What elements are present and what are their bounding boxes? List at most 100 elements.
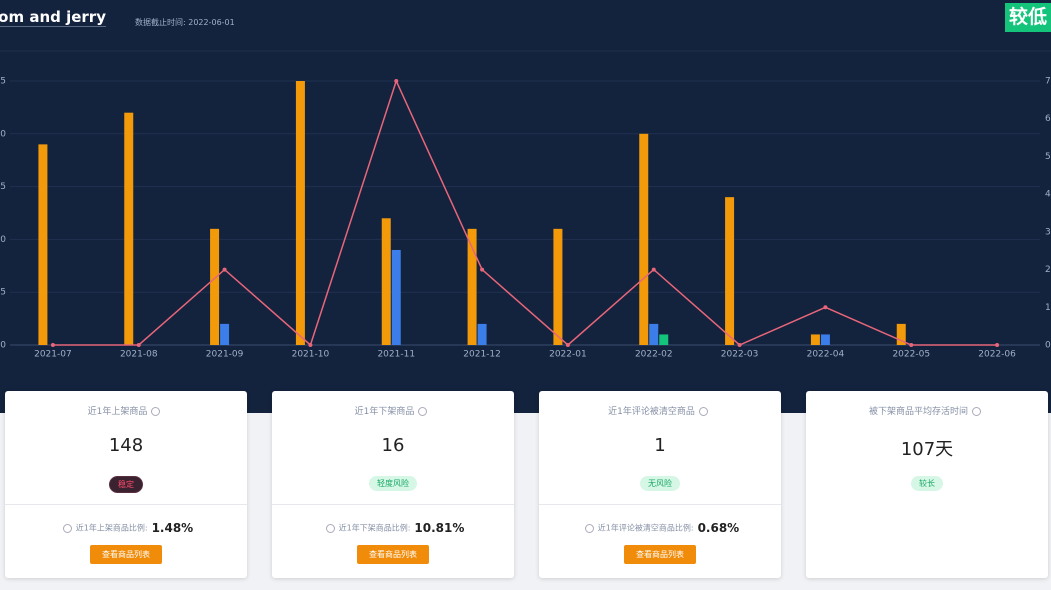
y2-tick-label: 2: [1045, 265, 1051, 275]
y2-tick-label: 4: [1045, 190, 1051, 200]
chart: 0 5 10 15 20 25 0 1 2 3 4 5 6 7 2021-07 2021-08 2021-09 2…: [0, 50, 1051, 360]
bar: [210, 228, 220, 345]
line-point: [50, 343, 55, 347]
x-tick-label: 2021-08: [120, 350, 158, 360]
card-label: 近1年评论被清空商品: [608, 407, 695, 417]
bar: [477, 323, 487, 345]
ratio-row: 近1年下架商品比例: 10.81%: [272, 521, 514, 535]
help-icon: [325, 523, 335, 533]
line-point: [909, 343, 914, 347]
line-point: [823, 305, 828, 310]
card: 近1年评论被清空商品 1 无风险 近1年评论被清空商品比例: 0.68% 查看商品列表: [539, 391, 781, 578]
y2-tick-label: 5: [1045, 152, 1051, 162]
card-label: 近1年上架商品: [87, 407, 148, 417]
bar: [38, 144, 48, 345]
ratio-label: 近1年上架商品比例:: [75, 523, 148, 533]
bar: [725, 197, 735, 345]
y-tick-label: 15: [0, 182, 6, 192]
card-label-row: 近1年下架商品: [272, 404, 514, 417]
divider: [539, 504, 781, 505]
card: 近1年下架商品 16 轻度风险近1年下架商品比例: 10.81% 查看商品列表: [272, 391, 514, 578]
y2-tick-label: 0: [1045, 341, 1051, 351]
x-tick-label: 2022-03: [721, 350, 759, 360]
y2-tick-label: 1: [1045, 303, 1051, 313]
button[interactable]: 查看商品列表: [357, 545, 429, 564]
x-tick-label: 2022-01: [549, 350, 587, 360]
level-badge: 较低: [1005, 3, 1051, 32]
bar: [467, 228, 477, 345]
line-point: [480, 267, 485, 272]
divider: [5, 504, 247, 505]
y2-tick-label: 7: [1045, 77, 1051, 87]
bar: [649, 323, 659, 345]
bar: [553, 228, 563, 345]
ratio-label: 近1年下架商品比例:: [338, 523, 411, 533]
card-value: 1: [654, 435, 666, 456]
bar: [381, 218, 391, 345]
x-tick-label: 2021-09: [206, 350, 244, 360]
ratio-value: 1.48%: [151, 521, 194, 535]
button[interactable]: 查看商品列表: [624, 545, 696, 564]
x-tick-label: 2022-05: [892, 350, 930, 360]
x-tick-label: 2022-04: [807, 350, 845, 360]
y-tick-label: 0: [0, 341, 6, 351]
help-icon: [972, 407, 981, 416]
help-icon: [584, 523, 594, 533]
help-icon: [418, 407, 428, 416]
ratio-label: 近1年评论被清空商品比例:: [597, 523, 694, 533]
x-tick-label: 2021-11: [377, 350, 415, 360]
status-badge: 轻度风险: [369, 476, 417, 491]
card-value: 107天: [900, 439, 954, 460]
button[interactable]: 查看商品列表: [90, 545, 162, 564]
card-value: 16: [381, 435, 405, 456]
bar: [810, 334, 820, 345]
card-value: 148: [108, 435, 144, 456]
bar: [659, 334, 669, 345]
y-tick-label: 25: [0, 77, 6, 87]
line-point: [308, 343, 313, 347]
bar: [639, 133, 649, 345]
line-point: [651, 267, 656, 272]
line: [52, 78, 998, 347]
chart-panel: [0, 0, 1051, 413]
card-label-row: 近1年评论被清空商品: [539, 404, 781, 417]
card-label-row: 近1年上架商品: [5, 404, 247, 417]
bar: [896, 323, 906, 345]
x-tick-label: 2021-10: [292, 350, 330, 360]
y-tick-label: 10: [0, 235, 6, 245]
y-tick-label: 20: [0, 129, 6, 139]
y-tick-label: 5: [0, 288, 6, 298]
ratio-row: 近1年评论被清空商品比例: 0.68%: [539, 521, 781, 535]
card: 近1年上架商品 148 稳定近1年上架商品比例: 1.48% 查看商品列表: [5, 391, 247, 578]
status-badge: 无风险: [640, 476, 680, 491]
bar: [124, 112, 134, 346]
bar: [391, 249, 401, 345]
ratio-value: 0.68%: [697, 521, 740, 535]
bar: [295, 81, 305, 345]
x-tick-label: 2021-12: [463, 350, 501, 360]
ratio-row: 近1年上架商品比例: 1.48%: [5, 521, 247, 535]
x-tick-label: 2021-07: [34, 350, 72, 360]
card-label: 近1年下架商品: [354, 407, 415, 417]
bar: [220, 323, 230, 345]
line-point: [136, 343, 141, 347]
line-point: [222, 267, 227, 272]
ratio-value: 10.81%: [414, 521, 465, 535]
status-badge: 稳定: [109, 476, 143, 493]
divider: [272, 504, 514, 505]
line-point: [565, 343, 570, 347]
cutoff-date: 数据截止时间: 2022-06-01: [135, 18, 235, 27]
line-point: [737, 343, 742, 347]
line-point: [394, 79, 399, 83]
card-label: 被下架商品平均存活时间: [868, 407, 968, 417]
help-icon: [151, 407, 161, 416]
shop-title: tom and jerry: [0, 8, 106, 27]
y2-tick-label: 3: [1045, 227, 1051, 237]
help-icon: [698, 407, 708, 416]
card-label-row: 被下架商品平均存活时间: [806, 404, 1048, 417]
help-icon: [62, 523, 72, 533]
x-tick-label: 2022-02: [635, 350, 673, 360]
card: 被下架商品平均存活时间 107天 较长: [806, 391, 1048, 578]
x-tick-label: 2022-06: [978, 350, 1016, 360]
